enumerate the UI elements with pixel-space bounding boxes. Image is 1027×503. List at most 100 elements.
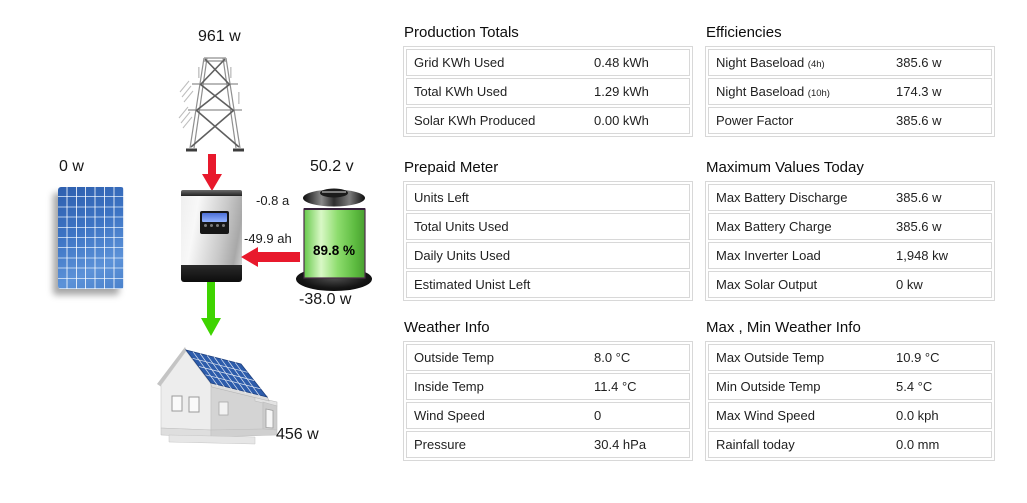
table-row: Total KWh Used 1.29 kWh xyxy=(406,78,690,105)
battery-icon xyxy=(296,188,372,291)
battery-current-label: -0.8 a xyxy=(256,193,290,208)
row-label: Night Baseload (10h) xyxy=(716,84,830,99)
row-value: 0 xyxy=(594,408,602,423)
table-row: Grid KWh Used 0.48 kWh xyxy=(406,49,690,76)
row-value: 1,948 kw xyxy=(896,248,949,263)
row-value: 11.4 °C xyxy=(594,379,637,394)
inverter-to-house-arrow xyxy=(201,282,221,336)
row-value: 30.4 hPa xyxy=(594,437,647,452)
table-row: Max Battery Discharge 385.6 w xyxy=(708,184,992,211)
row-label: Wind Speed xyxy=(414,408,485,423)
battery-to-inverter-arrow xyxy=(241,247,300,267)
weather-info-table: Outside Temp 8.0 °C Inside Temp 11.4 °C … xyxy=(403,341,693,461)
table-row: Max Solar Output 0 kw xyxy=(708,271,992,298)
solar-power-label: 0 w xyxy=(59,158,84,175)
table-row: Night Baseload (4h) 385.6 w xyxy=(708,49,992,76)
table-row: Wind Speed 0 xyxy=(406,402,690,429)
row-value: 10.9 °C xyxy=(896,350,940,365)
grid-power-label: 961 w xyxy=(198,28,241,45)
table-row: Rainfall today 0.0 mm xyxy=(708,431,992,458)
row-label: Pressure xyxy=(414,437,467,452)
battery-percentage-label: 89.8 % xyxy=(312,243,356,258)
table-row: Max Outside Temp 10.9 °C xyxy=(708,344,992,371)
table-row: Min Outside Temp 5.4 °C xyxy=(708,373,992,400)
table-row: Total Units Used xyxy=(406,213,690,240)
row-label: Power Factor xyxy=(716,113,794,128)
row-label-subscript: (4h) xyxy=(807,59,825,70)
row-value: 5.4 °C xyxy=(896,379,933,394)
row-value: 1.29 kWh xyxy=(594,84,649,99)
max-min-weather-table: Max Outside Temp 10.9 °C Min Outside Tem… xyxy=(705,341,995,461)
table-row: Max Inverter Load 1,948 kw xyxy=(708,242,992,269)
table-row: Power Factor 385.6 w xyxy=(708,107,992,134)
panel-max-min-weather: Max , Min Weather Info Max Outside Temp … xyxy=(705,319,995,461)
battery-amp-hours-label: -49.9 ah xyxy=(244,231,292,246)
row-value: 174.3 w xyxy=(896,84,942,99)
house-icon xyxy=(157,347,278,445)
battery-voltage-label: 50.2 v xyxy=(310,158,354,175)
panel-production-totals: Production Totals Grid KWh Used 0.48 kWh… xyxy=(403,24,693,137)
row-label: Min Outside Temp xyxy=(716,379,821,394)
table-row: Solar KWh Produced 0.00 kWh xyxy=(406,107,690,134)
panel-prepaid-meter: Prepaid Meter Units Left Total Units Use… xyxy=(403,159,693,301)
table-row: Inside Temp 11.4 °C xyxy=(406,373,690,400)
row-label: Outside Temp xyxy=(414,350,494,365)
row-value: 385.6 w xyxy=(896,219,942,234)
panel-title: Prepaid Meter xyxy=(404,159,499,176)
battery-power-label: -38.0 w xyxy=(299,291,352,308)
row-value: 0.0 mm xyxy=(896,437,940,452)
inverter-display-icon xyxy=(200,211,229,234)
row-value: 385.6 w xyxy=(896,190,942,205)
row-value: 385.6 w xyxy=(896,55,942,70)
row-label: Max Inverter Load xyxy=(716,248,821,263)
row-label: Night Baseload (4h) xyxy=(716,55,825,70)
row-label: Max Battery Charge xyxy=(716,219,832,234)
row-label: Total Units Used xyxy=(414,219,509,234)
grid-to-inverter-arrow xyxy=(202,154,222,191)
table-row: Estimated Unist Left xyxy=(406,271,690,298)
row-label-subscript: (10h) xyxy=(807,88,830,99)
panel-efficiencies: Efficiencies Night Baseload (4h) 385.6 w… xyxy=(705,24,995,137)
panel-title: Max , Min Weather Info xyxy=(706,319,861,336)
row-label: Max Wind Speed xyxy=(716,408,815,423)
row-value: 8.0 °C xyxy=(594,350,631,365)
row-label: Units Left xyxy=(414,190,469,205)
row-label: Grid KWh Used xyxy=(414,55,505,70)
row-label: Estimated Unist Left xyxy=(414,277,531,292)
solar-panel-icon xyxy=(58,187,124,289)
row-label: Max Battery Discharge xyxy=(716,190,848,205)
grid-tower-icon xyxy=(178,57,244,152)
table-row: Max Battery Charge 385.6 w xyxy=(708,213,992,240)
panel-maximum-values: Maximum Values Today Max Battery Dischar… xyxy=(705,159,995,301)
row-label: Max Solar Output xyxy=(716,277,818,292)
panel-title: Weather Info xyxy=(404,319,490,336)
row-value: 0.0 kph xyxy=(896,408,939,423)
table-row: Outside Temp 8.0 °C xyxy=(406,344,690,371)
efficiencies-table: Night Baseload (4h) 385.6 w Night Baselo… xyxy=(705,46,995,137)
table-row: Units Left xyxy=(406,184,690,211)
row-value: 0 kw xyxy=(896,277,923,292)
house-load-label: 456 w xyxy=(276,426,319,443)
panel-weather-info: Weather Info Outside Temp 8.0 °C Inside … xyxy=(403,319,693,461)
prepaid-meter-table: Units Left Total Units Used Daily Units … xyxy=(403,181,693,301)
row-label: Rainfall today xyxy=(716,437,795,452)
row-value: 0.48 kWh xyxy=(594,55,649,70)
panel-title: Efficiencies xyxy=(706,24,782,41)
table-row: Max Wind Speed 0.0 kph xyxy=(708,402,992,429)
maximum-values-table: Max Battery Discharge 385.6 w Max Batter… xyxy=(705,181,995,301)
row-label: Max Outside Temp xyxy=(716,350,825,365)
row-label: Total KWh Used xyxy=(414,84,508,99)
table-row: Daily Units Used xyxy=(406,242,690,269)
row-value: 385.6 w xyxy=(896,113,942,128)
panel-title: Production Totals xyxy=(404,24,519,41)
row-label: Daily Units Used xyxy=(414,248,511,263)
table-row: Night Baseload (10h) 174.3 w xyxy=(708,78,992,105)
inverter-icon xyxy=(181,190,242,282)
row-value: 0.00 kWh xyxy=(594,113,649,128)
row-label: Inside Temp xyxy=(414,379,484,394)
table-row: Pressure 30.4 hPa xyxy=(406,431,690,458)
production-totals-table: Grid KWh Used 0.48 kWh Total KWh Used 1.… xyxy=(403,46,693,137)
panel-title: Maximum Values Today xyxy=(706,159,864,176)
row-label: Solar KWh Produced xyxy=(414,113,536,128)
